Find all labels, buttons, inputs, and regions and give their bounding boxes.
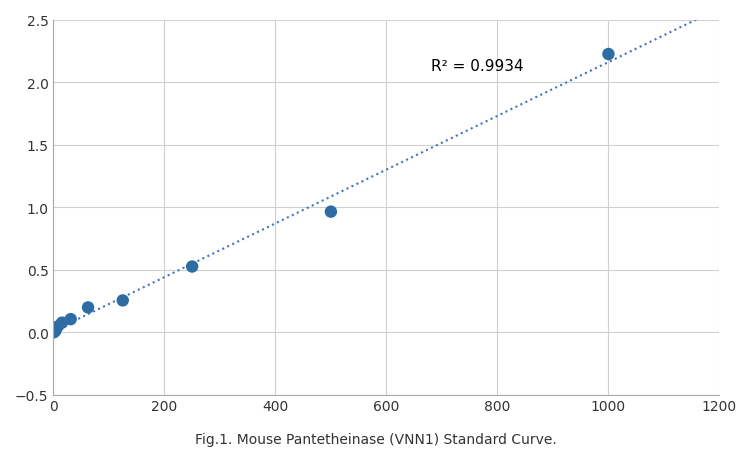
Point [50,327,62,334]
Point [117,297,129,304]
Point [602,51,614,59]
Point [48,328,60,336]
Point [52,323,64,331]
Point [325,208,337,216]
Text: Fig.1. Mouse Pantetheinase (VNN1) Standard Curve.: Fig.1. Mouse Pantetheinase (VNN1) Standa… [195,433,557,446]
Point [65,316,77,323]
Point [56,319,68,327]
Point [47,329,59,336]
Point [186,263,198,271]
Point [82,304,94,311]
Text: R² = 0.9934: R² = 0.9934 [431,59,523,74]
